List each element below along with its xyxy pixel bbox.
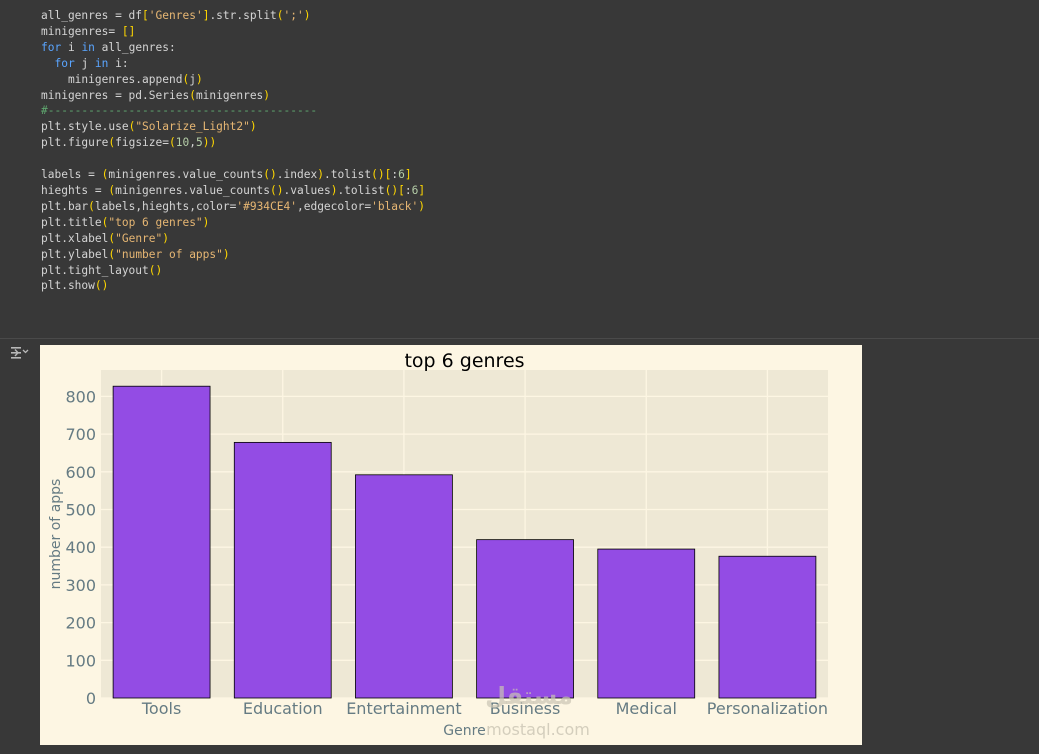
y-tick-label: 700 [65, 425, 96, 444]
y-tick-label: 600 [65, 463, 96, 482]
chart-figure: 0 100 200 300 400 500 600 700 800 Tools Education E… [40, 345, 862, 745]
x-tick-label: Medical [616, 699, 677, 718]
bar-business [476, 539, 574, 699]
x-axis-label: Genre [443, 723, 485, 739]
x-tick-label: Entertainment [346, 699, 461, 718]
code-editor[interactable]: all_genres = df['Genres'].str.split(';')… [41, 8, 425, 294]
code-line: minigenres= [] [41, 24, 136, 38]
code-cell[interactable]: all_genres = df['Genres'].str.split(';')… [0, 0, 1039, 338]
x-tick-label: Personalization [707, 699, 828, 718]
bar-medical [597, 548, 696, 699]
x-tick-label: Business [490, 699, 561, 718]
code-line: plt.xlabel("Genre") [41, 231, 170, 245]
watermark-arabic: مستقل [485, 682, 573, 710]
y-tick-label: 0 [86, 689, 96, 708]
bar-personalization [718, 555, 817, 699]
code-line: minigenres = pd.Series(minigenres) [41, 88, 271, 102]
watermark-latin: mostaql.com [486, 720, 590, 739]
code-line: plt.tight_layout() [41, 263, 163, 277]
y-tick-label: 800 [65, 387, 96, 406]
code-line: plt.style.use("Solarize_Light2") [41, 120, 257, 134]
bar-education [233, 441, 332, 699]
code-line: for j in i: [54, 56, 129, 70]
y-tick-label: 200 [65, 614, 96, 633]
chart-title: top 6 genres [404, 350, 524, 372]
bar-chart: 0 100 200 300 400 500 600 700 800 Tools Education E… [40, 345, 862, 745]
code-line: for i in all_genres: [41, 40, 176, 54]
code-line: all_genres = df['Genres'].str.split(';') [41, 9, 311, 22]
y-tick-label: 500 [65, 500, 96, 519]
bar-entertainment [355, 474, 453, 699]
y-tick-label: 400 [65, 538, 96, 557]
x-tick-label: Education [243, 699, 323, 718]
code-line: plt.ylabel("number of apps") [41, 247, 230, 261]
axes-background [101, 370, 828, 698]
y-tick-label: 100 [65, 651, 96, 670]
cell-divider [0, 338, 1039, 339]
code-line: plt.bar(labels,hieghts,color='#934CE4',e… [41, 199, 425, 213]
code-line: hieghts = (minigenres.value_counts().val… [41, 183, 426, 197]
code-line: labels = (minigenres.value_counts().inde… [41, 168, 412, 182]
code-line: #---------------------------------------… [41, 104, 318, 118]
y-axis-label: number of apps [48, 479, 64, 590]
output-toggle-icon[interactable] [9, 345, 29, 361]
bar-tools [112, 385, 211, 699]
x-tick-label: Tools [141, 699, 181, 718]
y-tick-label: 300 [65, 576, 96, 595]
code-line: plt.figure(figsize=(10,5)) [41, 136, 217, 150]
code-line: minigenres.append(j) [41, 72, 203, 86]
code-line: plt.show() [41, 279, 109, 293]
code-line: plt.title("top 6 genres") [41, 215, 210, 229]
